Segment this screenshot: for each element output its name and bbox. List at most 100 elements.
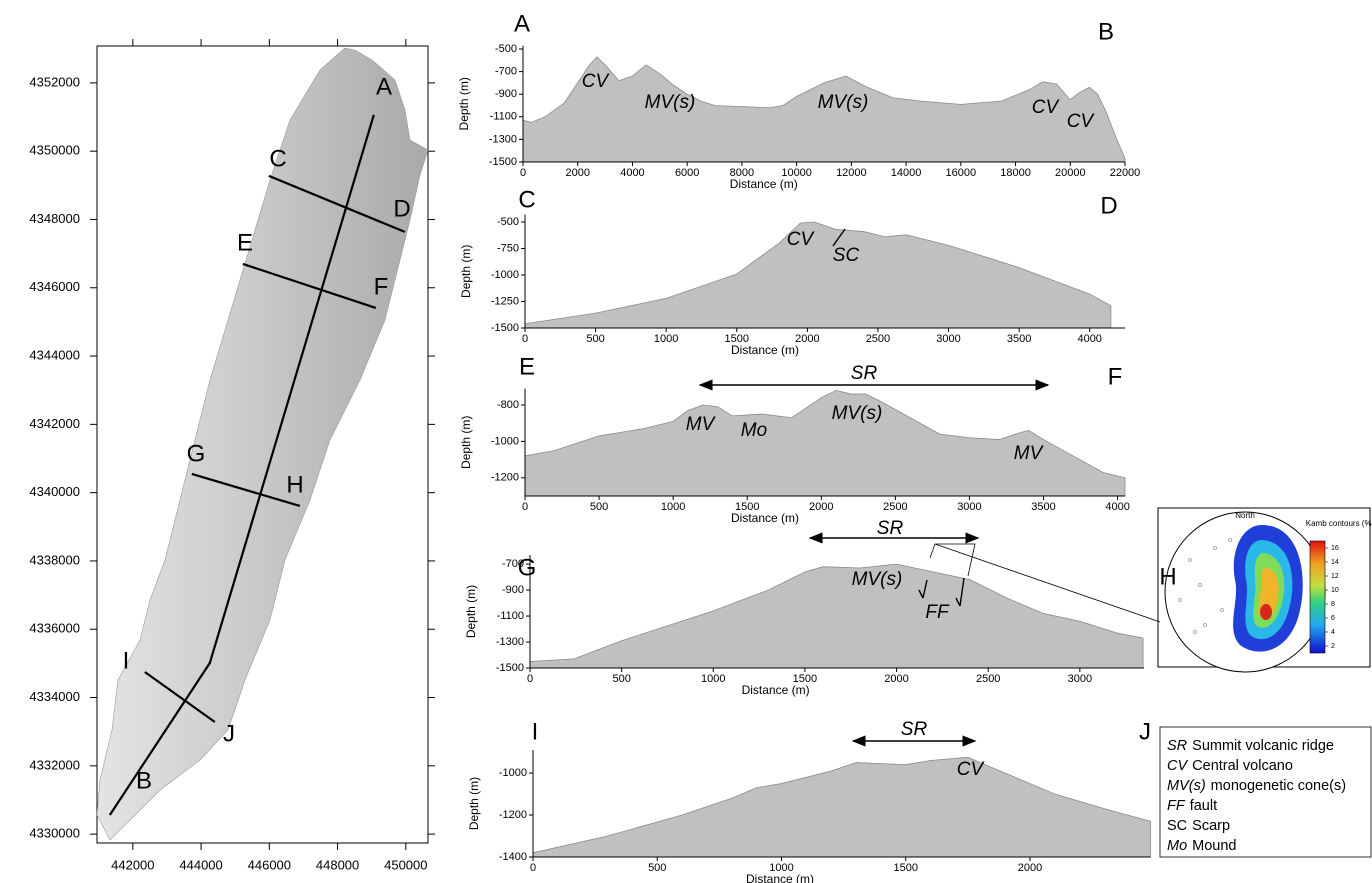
structure-symbol (955, 577, 965, 607)
x-tick-label: 6000 (675, 167, 699, 179)
annotation: MV (1014, 443, 1045, 464)
annotation: MV(s) (645, 92, 696, 113)
annotation: MV(s) (832, 403, 883, 424)
profile-area (529, 563, 1144, 669)
colorbar-tick-label: 12 (1331, 573, 1339, 580)
profile-end-label: F (1108, 363, 1123, 390)
colorbar (1309, 540, 1326, 654)
x-tick-label: 2000 (809, 501, 833, 513)
y-tick-label: -1500 (496, 662, 524, 674)
x-tick-label: 8000 (730, 167, 754, 179)
y-tick-label: -800 (497, 399, 519, 411)
x-tick-label: 14000 (891, 167, 922, 179)
x-tick-label: 18000 (1000, 167, 1031, 179)
annotation: SR (877, 518, 904, 539)
x-axis-title: Distance (m) (731, 511, 799, 525)
legend-text: monogenetic cone(s) (1211, 778, 1346, 794)
profile-area (524, 221, 1112, 329)
legend-text: Summit volcanic ridge (1192, 738, 1334, 754)
leader-line (929, 543, 1161, 623)
x-tick-label: 0 (522, 333, 528, 345)
annotation: CV (787, 229, 816, 250)
annotation: SC (833, 245, 860, 266)
x-tick-label: 1000 (769, 862, 793, 874)
x-tick-label: 3500 (1007, 333, 1031, 345)
x-tick-label: 3000 (1068, 673, 1092, 685)
x-tick-label: 4000 (1077, 333, 1101, 345)
y-tick-label: 4330000 (29, 826, 80, 841)
x-tick-label: 2000 (1018, 862, 1042, 874)
annotation: CV (1032, 97, 1061, 118)
y-tick-label: -1000 (491, 435, 519, 447)
y-tick-label: 4336000 (29, 621, 80, 636)
x-tick-label: 444000 (179, 857, 222, 872)
x-tick-label: 1500 (735, 501, 759, 513)
profile-label: B (136, 767, 152, 794)
profile-area (524, 389, 1126, 497)
x-tick-label: 22000 (1110, 167, 1141, 179)
profile-start-label: A (514, 10, 530, 37)
structure-symbol (832, 228, 846, 247)
profile-end-label: B (1098, 18, 1114, 45)
profile-label: A (376, 73, 392, 100)
x-tick-label: 448000 (316, 857, 359, 872)
x-tick-label: 1000 (701, 673, 725, 685)
profile-label: J (223, 720, 235, 747)
y-tick-label: -1200 (491, 472, 519, 484)
annotation: SR (851, 363, 878, 384)
y-axis-title: Depth (m) (457, 77, 471, 130)
y-tick-label: 4344000 (29, 347, 80, 362)
annotation: CV (582, 71, 611, 92)
y-tick-label: -1000 (491, 269, 519, 281)
colorbar-tick-label: 8 (1331, 601, 1335, 608)
colorbar-title: Kamb contours (%) (1306, 519, 1372, 528)
colorbar-tick-label: 2 (1331, 643, 1335, 650)
y-tick-label: -1300 (496, 636, 524, 648)
x-tick-label: 442000 (111, 857, 154, 872)
profile-start-label: G (518, 554, 537, 581)
structure-symbol (918, 579, 928, 599)
x-axis-title: Distance (m) (742, 683, 810, 697)
profile-start-label: I (532, 718, 539, 745)
x-tick-label: 2000 (565, 167, 589, 179)
profile-label: D (393, 195, 410, 222)
y-tick-label: 4334000 (29, 689, 80, 704)
y-tick-label: 4338000 (29, 552, 80, 567)
profile-label: C (269, 145, 286, 172)
x-tick-label: 10000 (781, 167, 812, 179)
y-tick-label: -1100 (490, 111, 517, 123)
x-axis-title: Distance (m) (731, 343, 799, 357)
annotation: FF (925, 602, 950, 623)
y-axis-title: Depth (m) (459, 416, 473, 469)
annotation: SR (901, 719, 928, 740)
y-tick-label: -1200 (499, 809, 527, 821)
colorbar-tick-label: 14 (1331, 559, 1339, 566)
legend-text: Central volcano (1192, 758, 1293, 774)
profile-line (144, 671, 216, 723)
y-axis-title: Depth (m) (464, 585, 478, 638)
annotation: MV (686, 414, 717, 435)
legend-frame (1159, 726, 1372, 858)
island-relief (96, 47, 429, 841)
x-tick-label: 20000 (1055, 167, 1086, 179)
x-axis-title: Distance (m) (746, 872, 814, 883)
legend-abbr: CV (1167, 758, 1188, 774)
colorbar-tick-label: 16 (1331, 545, 1339, 552)
x-tick-label: 4000 (1105, 501, 1129, 513)
profile-line (191, 472, 301, 508)
x-tick-label: 1000 (661, 501, 685, 513)
x-tick-label: 500 (586, 333, 604, 345)
legend-text: Mound (1192, 838, 1236, 854)
y-axis-title: Depth (m) (459, 245, 473, 298)
x-tick-label: 500 (612, 673, 630, 685)
poles (1178, 538, 1232, 634)
profile-label: G (187, 440, 206, 467)
x-tick-label: 1500 (725, 333, 749, 345)
y-tick-label: 4342000 (29, 416, 80, 431)
x-tick-label: 3000 (936, 333, 960, 345)
y-tick-label: -1000 (499, 767, 527, 779)
y-tick-label: -700 (502, 558, 524, 570)
x-tick-label: 0 (530, 862, 536, 874)
y-tick-label: -900 (495, 88, 517, 100)
